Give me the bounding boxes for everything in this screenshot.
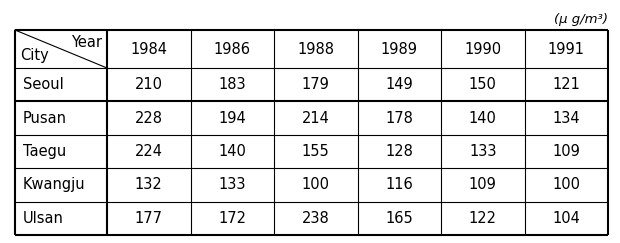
Text: 238: 238	[302, 211, 330, 226]
Text: 132: 132	[135, 177, 162, 192]
Text: 100: 100	[552, 177, 580, 192]
Text: 177: 177	[135, 211, 162, 226]
Text: 183: 183	[218, 77, 246, 92]
Text: 100: 100	[302, 177, 330, 192]
Text: 179: 179	[302, 77, 330, 92]
Text: 178: 178	[385, 111, 413, 126]
Text: City: City	[20, 48, 49, 63]
Text: 122: 122	[469, 211, 497, 226]
Text: 172: 172	[218, 211, 246, 226]
Text: Taegu: Taegu	[23, 144, 66, 159]
Text: (μ g/m³): (μ g/m³)	[554, 13, 608, 26]
Text: 214: 214	[302, 111, 330, 126]
Text: 140: 140	[218, 144, 246, 159]
Text: 150: 150	[469, 77, 497, 92]
Text: 1984: 1984	[130, 42, 167, 57]
Text: 140: 140	[469, 111, 497, 126]
Text: 1986: 1986	[214, 42, 250, 57]
Text: 121: 121	[552, 77, 580, 92]
Text: 194: 194	[218, 111, 246, 126]
Text: 116: 116	[386, 177, 413, 192]
Text: 133: 133	[218, 177, 246, 192]
Text: Ulsan: Ulsan	[23, 211, 64, 226]
Text: 134: 134	[552, 111, 580, 126]
Text: 1989: 1989	[381, 42, 418, 57]
Text: 109: 109	[552, 144, 580, 159]
Text: 109: 109	[469, 177, 497, 192]
Text: Kwangju: Kwangju	[23, 177, 86, 192]
Text: Pusan: Pusan	[23, 111, 67, 126]
Text: 104: 104	[552, 211, 580, 226]
Text: 210: 210	[135, 77, 162, 92]
Text: 128: 128	[385, 144, 413, 159]
Text: 133: 133	[469, 144, 497, 159]
Text: Year: Year	[71, 35, 102, 50]
Text: 1991: 1991	[547, 42, 585, 57]
Text: 165: 165	[386, 211, 413, 226]
Text: 1988: 1988	[297, 42, 334, 57]
Text: Seoul: Seoul	[23, 77, 64, 92]
Text: 149: 149	[386, 77, 413, 92]
Text: 155: 155	[302, 144, 330, 159]
Text: 228: 228	[135, 111, 162, 126]
Text: 224: 224	[135, 144, 162, 159]
Text: 1990: 1990	[464, 42, 502, 57]
